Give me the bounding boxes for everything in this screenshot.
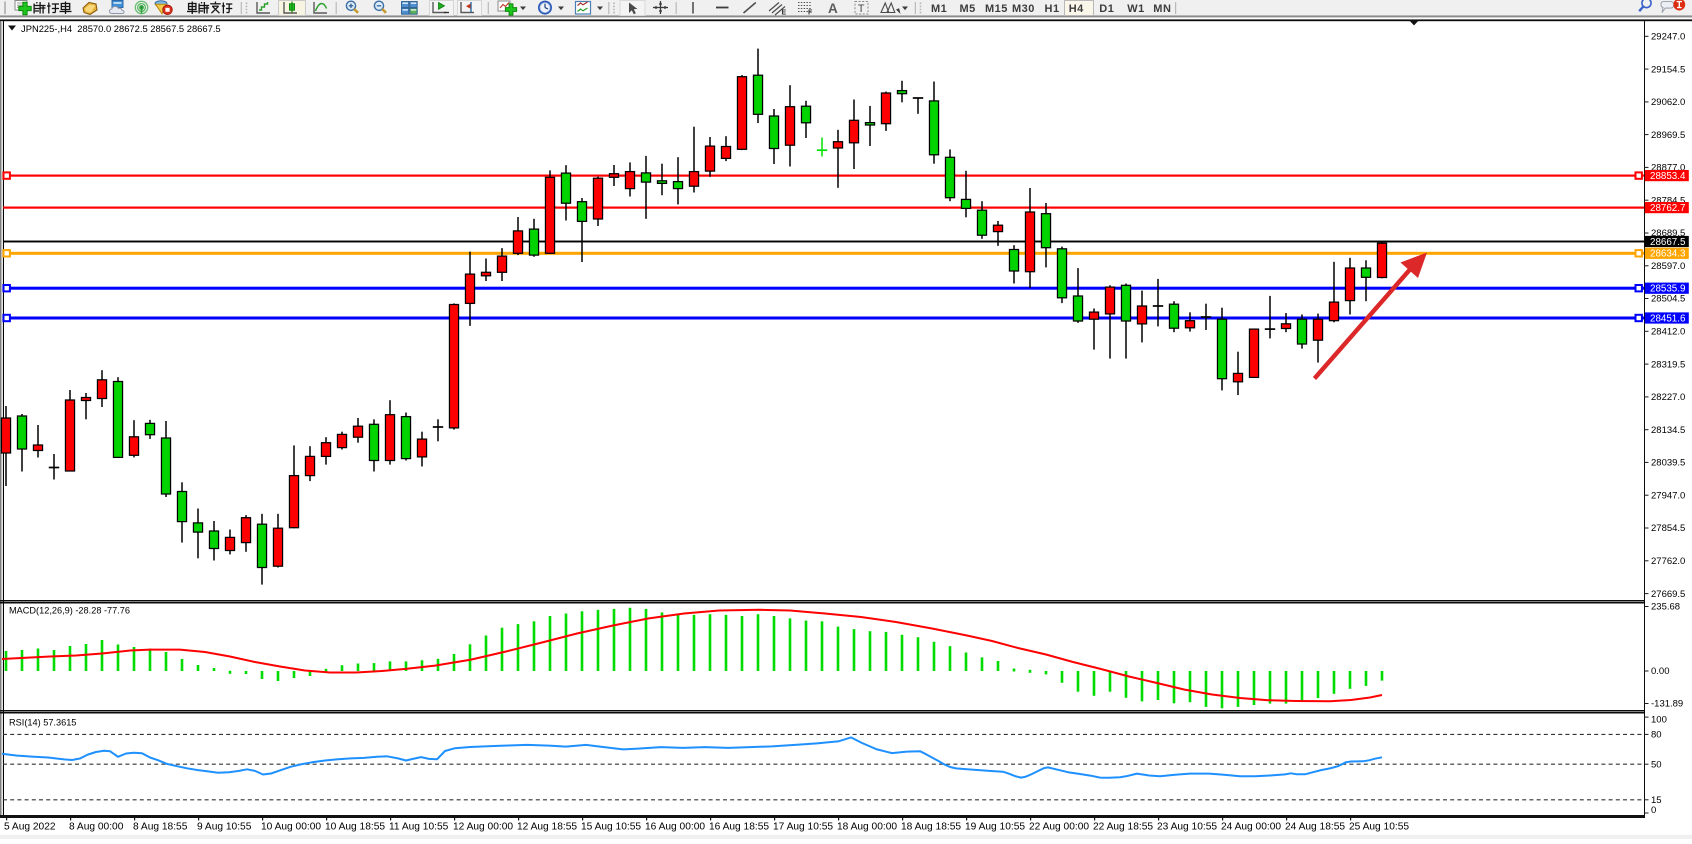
svg-text:16 Aug 00:00: 16 Aug 00:00 [645, 822, 705, 833]
svg-text:10 Aug 18:55: 10 Aug 18:55 [325, 822, 385, 833]
svg-text:28762.7: 28762.7 [1650, 203, 1685, 214]
svg-text:15 Aug 10:55: 15 Aug 10:55 [581, 822, 641, 833]
svg-text:9 Aug 10:55: 9 Aug 10:55 [197, 822, 252, 833]
svg-text:28227.0: 28227.0 [1651, 392, 1685, 403]
svg-text:24 Aug 18:55: 24 Aug 18:55 [1285, 822, 1345, 833]
svg-text:H4: H4 [1069, 3, 1084, 15]
svg-text:8 Aug 00:00: 8 Aug 00:00 [69, 822, 124, 833]
svg-text:28504.5: 28504.5 [1651, 294, 1685, 305]
svg-text:11 Aug 10:55: 11 Aug 10:55 [389, 822, 449, 833]
svg-text:28134.5: 28134.5 [1651, 425, 1685, 436]
svg-text:D1: D1 [1099, 3, 1114, 15]
svg-text:MN: MN [1153, 3, 1171, 15]
svg-text:28319.5: 28319.5 [1651, 359, 1685, 370]
svg-text:H1: H1 [1045, 3, 1060, 15]
svg-text:28412.0: 28412.0 [1651, 327, 1685, 338]
svg-text:22 Aug 18:55: 22 Aug 18:55 [1093, 822, 1153, 833]
svg-text:M1: M1 [931, 3, 947, 15]
svg-text:29062.0: 29062.0 [1651, 97, 1685, 108]
svg-text:27762.0: 27762.0 [1651, 556, 1685, 567]
svg-text:15: 15 [1651, 795, 1662, 806]
svg-text:12 Aug 00:00: 12 Aug 00:00 [453, 822, 513, 833]
svg-text:24 Aug 00:00: 24 Aug 00:00 [1221, 822, 1281, 833]
svg-text:100: 100 [1651, 715, 1667, 726]
svg-text:235.68: 235.68 [1651, 602, 1680, 613]
svg-text:JPN225-,H4 28570.0 28672.5 28: JPN225-,H4 28570.0 28672.5 28567.5 28667… [21, 23, 221, 34]
svg-text:19 Aug 10:55: 19 Aug 10:55 [965, 822, 1025, 833]
svg-text:0: 0 [1651, 805, 1656, 816]
svg-text:28451.6: 28451.6 [1650, 313, 1686, 324]
svg-text:27669.5: 27669.5 [1651, 589, 1685, 600]
svg-text:18 Aug 00:00: 18 Aug 00:00 [837, 822, 897, 833]
svg-text:MACD(12,26,9) -28.28 -77.76: MACD(12,26,9) -28.28 -77.76 [9, 606, 130, 616]
svg-text:M5: M5 [960, 3, 976, 15]
svg-text:28877.0: 28877.0 [1651, 163, 1685, 174]
svg-text:28667.5: 28667.5 [1650, 237, 1686, 248]
svg-text:-131.89: -131.89 [1651, 699, 1683, 710]
svg-text:5 Aug 2022: 5 Aug 2022 [4, 822, 56, 833]
svg-text:28597.0: 28597.0 [1651, 261, 1685, 272]
svg-text:23 Aug 10:55: 23 Aug 10:55 [1157, 822, 1217, 833]
svg-text:28634.3: 28634.3 [1650, 249, 1686, 260]
svg-text:28784.5: 28784.5 [1651, 195, 1685, 206]
svg-text:W1: W1 [1127, 3, 1145, 15]
svg-text:29154.5: 29154.5 [1651, 64, 1685, 75]
svg-text:28969.5: 28969.5 [1651, 130, 1685, 141]
svg-text:29247.0: 29247.0 [1651, 32, 1685, 43]
svg-text:A: A [828, 1, 838, 16]
svg-text:0.00: 0.00 [1651, 666, 1670, 677]
svg-text:8 Aug 18:55: 8 Aug 18:55 [133, 822, 188, 833]
svg-text:25 Aug 10:55: 25 Aug 10:55 [1349, 822, 1409, 833]
svg-text:12 Aug 18:55: 12 Aug 18:55 [517, 822, 577, 833]
svg-text:22 Aug 00:00: 22 Aug 00:00 [1029, 822, 1089, 833]
svg-text:18 Aug 18:55: 18 Aug 18:55 [901, 822, 961, 833]
svg-text:10 Aug 00:00: 10 Aug 00:00 [261, 822, 321, 833]
svg-text:27854.5: 27854.5 [1651, 523, 1685, 534]
svg-text:27947.0: 27947.0 [1651, 490, 1685, 501]
svg-text:28853.4: 28853.4 [1650, 171, 1686, 182]
svg-text:RSI(14) 57.3615: RSI(14) 57.3615 [9, 718, 76, 728]
svg-text:28535.9: 28535.9 [1650, 284, 1685, 295]
svg-text:28689.5: 28689.5 [1651, 228, 1685, 239]
svg-text:M30: M30 [1012, 3, 1035, 15]
svg-text:E: E [782, 10, 787, 17]
svg-text:16 Aug 18:55: 16 Aug 18:55 [709, 822, 769, 833]
svg-text:M15: M15 [985, 3, 1008, 15]
svg-text:T: T [858, 3, 865, 15]
svg-text:50: 50 [1651, 759, 1662, 770]
svg-text:17 Aug 10:55: 17 Aug 10:55 [773, 822, 833, 833]
svg-text:28039.5: 28039.5 [1651, 458, 1685, 469]
svg-text:80: 80 [1651, 730, 1662, 741]
svg-text:F: F [808, 10, 813, 17]
